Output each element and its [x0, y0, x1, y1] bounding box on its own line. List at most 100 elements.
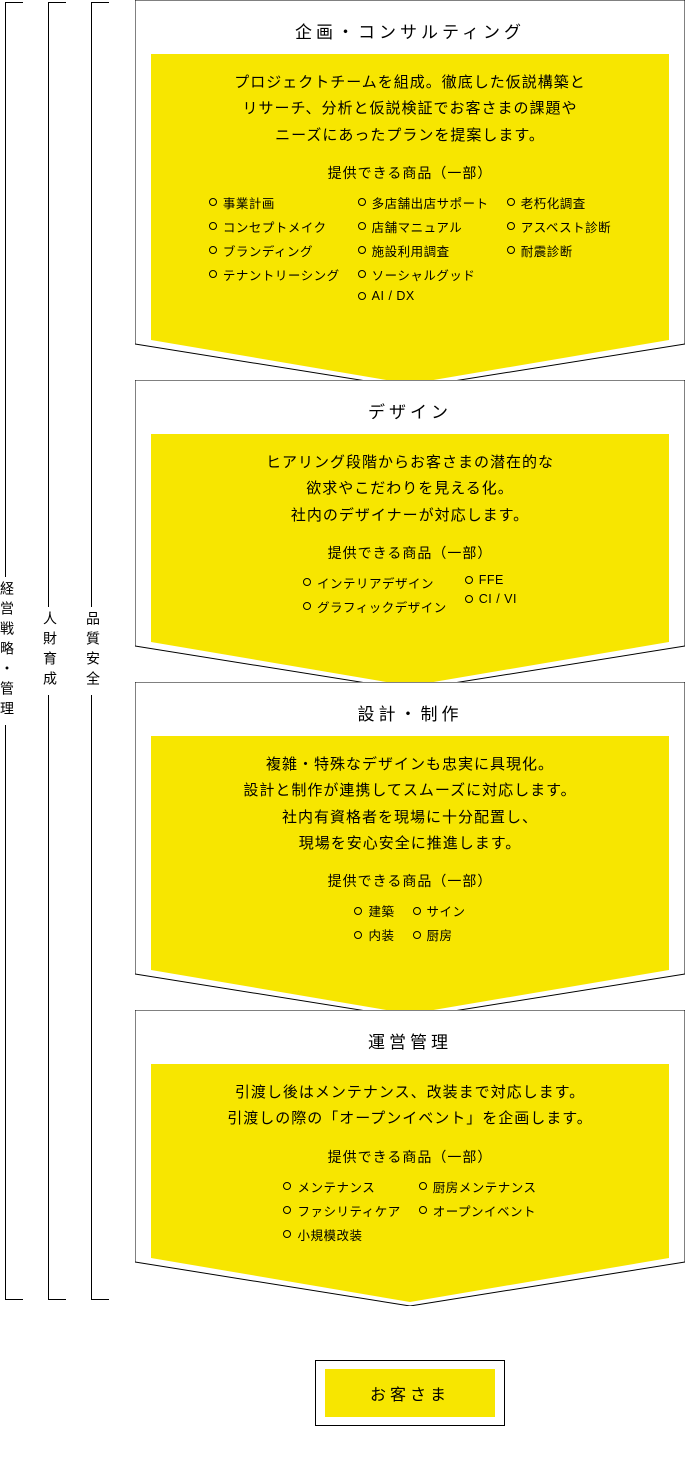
bullet-icon: [358, 292, 366, 300]
item-label: 厨房メンテナンス: [433, 1177, 537, 1196]
bullet-icon: [209, 246, 217, 254]
bullet-icon: [283, 1206, 291, 1214]
item-label: 老朽化調査: [521, 193, 586, 212]
item-label: 厨房: [427, 925, 453, 944]
diagram-container: 経営戦略・管理人財育成品質安全 企画・コンサルティング プロジェクトチームを組成…: [0, 0, 696, 1482]
stage-outer-shape: 運営管理 引渡し後はメンテナンス、改装まで対応します。引渡しの際の「オープンイベ…: [135, 1010, 685, 1306]
list-item: 施設利用調査: [358, 241, 489, 260]
item-label: 建築: [368, 901, 394, 920]
item-label: グラフィックデザイン: [317, 597, 447, 616]
stage-3: 運営管理 引渡し後はメンテナンス、改装まで対応します。引渡しの際の「オープンイベ…: [135, 1010, 685, 1306]
list-item: オープンイベント: [419, 1201, 537, 1220]
item-label: 耐震診断: [521, 241, 573, 260]
items-col: 建築内装: [354, 901, 394, 944]
stage-inner-shape: ヒアリング段階からお客さまの潜在的な欲求やこだわりを見える化。社内のデザイナーが…: [151, 434, 669, 690]
list-item: アスベスト診断: [507, 217, 611, 236]
stage-desc: ヒアリング段階からお客さまの潜在的な欲求やこだわりを見える化。社内のデザイナーが…: [169, 450, 651, 529]
stage-desc: 引渡し後はメンテナンス、改装まで対応します。引渡しの際の「オープンイベント」を企…: [169, 1080, 651, 1133]
list-item: テナントリーシング: [209, 265, 340, 284]
bracket-0: 経営戦略・管理: [5, 2, 23, 1300]
list-item: CI / VI: [465, 592, 517, 606]
item-label: インテリアデザイン: [317, 573, 434, 592]
stage-sublabel: 提供できる商品（一部）: [169, 163, 651, 183]
bullet-icon: [283, 1230, 291, 1238]
bullet-icon: [358, 270, 366, 278]
item-label: ブランディング: [223, 241, 313, 260]
item-label: サイン: [427, 901, 466, 920]
stage-inner-shape: プロジェクトチームを組成。徹底した仮説構築とリサーチ、分析と仮説検証でお客さまの…: [151, 54, 669, 388]
item-label: ソーシャルグッド: [372, 265, 476, 284]
list-item: 小規模改装: [283, 1225, 400, 1244]
bullet-icon: [209, 222, 217, 230]
list-item: 店舗マニュアル: [358, 217, 489, 236]
stage-sublabel: 提供できる商品（一部）: [169, 1147, 651, 1167]
stage-outer-shape: 設計・制作 複雑・特殊なデザインも忠実に具現化。設計と制作が連携してスムーズに対…: [135, 682, 685, 1018]
item-label: オープンイベント: [433, 1201, 536, 1220]
stage-items: 建築内装 サイン厨房: [169, 901, 651, 944]
bullet-icon: [354, 907, 362, 915]
stage-desc: プロジェクトチームを組成。徹底した仮説構築とリサーチ、分析と仮説検証でお客さまの…: [169, 70, 651, 149]
stage-content: ヒアリング段階からお客さまの潜在的な欲求やこだわりを見える化。社内のデザイナーが…: [151, 434, 669, 616]
list-item: メンテナンス: [283, 1177, 400, 1196]
bracket-2: 品質安全: [91, 2, 109, 1300]
stage-title: デザイン: [135, 380, 685, 437]
stage-title: 運営管理: [135, 1010, 685, 1067]
stage-sublabel: 提供できる商品（一部）: [169, 543, 651, 563]
item-label: 多店舗出店サポート: [372, 193, 489, 212]
customer-box: お客さま: [315, 1360, 505, 1426]
stage-content: プロジェクトチームを組成。徹底した仮説構築とリサーチ、分析と仮説検証でお客さまの…: [151, 54, 669, 303]
item-label: コンセプトメイク: [223, 217, 327, 236]
list-item: 老朽化調査: [507, 193, 611, 212]
bullet-icon: [354, 931, 362, 939]
item-label: AI / DX: [372, 289, 415, 303]
items-col: メンテナンスファシリティケア小規模改装: [283, 1177, 400, 1244]
bullet-icon: [303, 578, 311, 586]
bullet-icon: [209, 270, 217, 278]
items-col: インテリアデザイングラフィックデザイン: [303, 573, 447, 616]
list-item: 建築: [354, 901, 394, 920]
item-label: CI / VI: [479, 592, 517, 606]
item-label: 小規模改装: [297, 1225, 362, 1244]
item-label: 施設利用調査: [372, 241, 450, 260]
stage-outer-shape: 企画・コンサルティング プロジェクトチームを組成。徹底した仮説構築とリサーチ、分…: [135, 0, 685, 388]
bullet-icon: [413, 907, 421, 915]
bracket-label: 品質安全: [83, 607, 103, 695]
stage-items: 事業計画コンセプトメイクブランディングテナントリーシング 多店舗出店サポート店舗マ…: [169, 193, 651, 303]
list-item: 厨房メンテナンス: [419, 1177, 537, 1196]
stage-2: 設計・制作 複雑・特殊なデザインも忠実に具現化。設計と制作が連携してスムーズに対…: [135, 682, 685, 1018]
bullet-icon: [507, 246, 515, 254]
bullet-icon: [419, 1182, 427, 1190]
item-label: メンテナンス: [297, 1177, 375, 1196]
list-item: 耐震診断: [507, 241, 611, 260]
stage-items: インテリアデザイングラフィックデザイン FFE CI / VI: [169, 573, 651, 616]
list-item: ファシリティケア: [283, 1201, 400, 1220]
bracket-1: 人財育成: [48, 2, 66, 1300]
list-item: 多店舗出店サポート: [358, 193, 489, 212]
stage-title: 設計・制作: [135, 682, 685, 739]
stage-content: 複雑・特殊なデザインも忠実に具現化。設計と制作が連携してスムーズに対応します。社…: [151, 736, 669, 944]
stage-outer-shape: デザイン ヒアリング段階からお客さまの潜在的な欲求やこだわりを見える化。社内のデ…: [135, 380, 685, 690]
stage-0: 企画・コンサルティング プロジェクトチームを組成。徹底した仮説構築とリサーチ、分…: [135, 0, 685, 388]
list-item: 事業計画: [209, 193, 340, 212]
bullet-icon: [209, 198, 217, 206]
stage-sublabel: 提供できる商品（一部）: [169, 871, 651, 891]
list-item: インテリアデザイン: [303, 573, 447, 592]
list-item: グラフィックデザイン: [303, 597, 447, 616]
list-item: 厨房: [413, 925, 466, 944]
item-label: アスベスト診断: [521, 217, 611, 236]
list-item: AI / DX: [358, 289, 489, 303]
bullet-icon: [358, 198, 366, 206]
bullet-icon: [413, 931, 421, 939]
bullet-icon: [358, 222, 366, 230]
list-item: FFE: [465, 573, 517, 587]
stage-desc: 複雑・特殊なデザインも忠実に具現化。設計と制作が連携してスムーズに対応します。社…: [169, 752, 651, 857]
bullet-icon: [465, 595, 473, 603]
stage-1: デザイン ヒアリング段階からお客さまの潜在的な欲求やこだわりを見える化。社内のデ…: [135, 380, 685, 690]
items-col: 老朽化調査アスベスト診断耐震診断: [507, 193, 611, 303]
items-col: FFE CI / VI: [465, 573, 517, 616]
item-label: 事業計画: [223, 193, 275, 212]
stage-inner-shape: 複雑・特殊なデザインも忠実に具現化。設計と制作が連携してスムーズに対応します。社…: [151, 736, 669, 1018]
list-item: コンセプトメイク: [209, 217, 340, 236]
bullet-icon: [419, 1206, 427, 1214]
bullet-icon: [507, 222, 515, 230]
